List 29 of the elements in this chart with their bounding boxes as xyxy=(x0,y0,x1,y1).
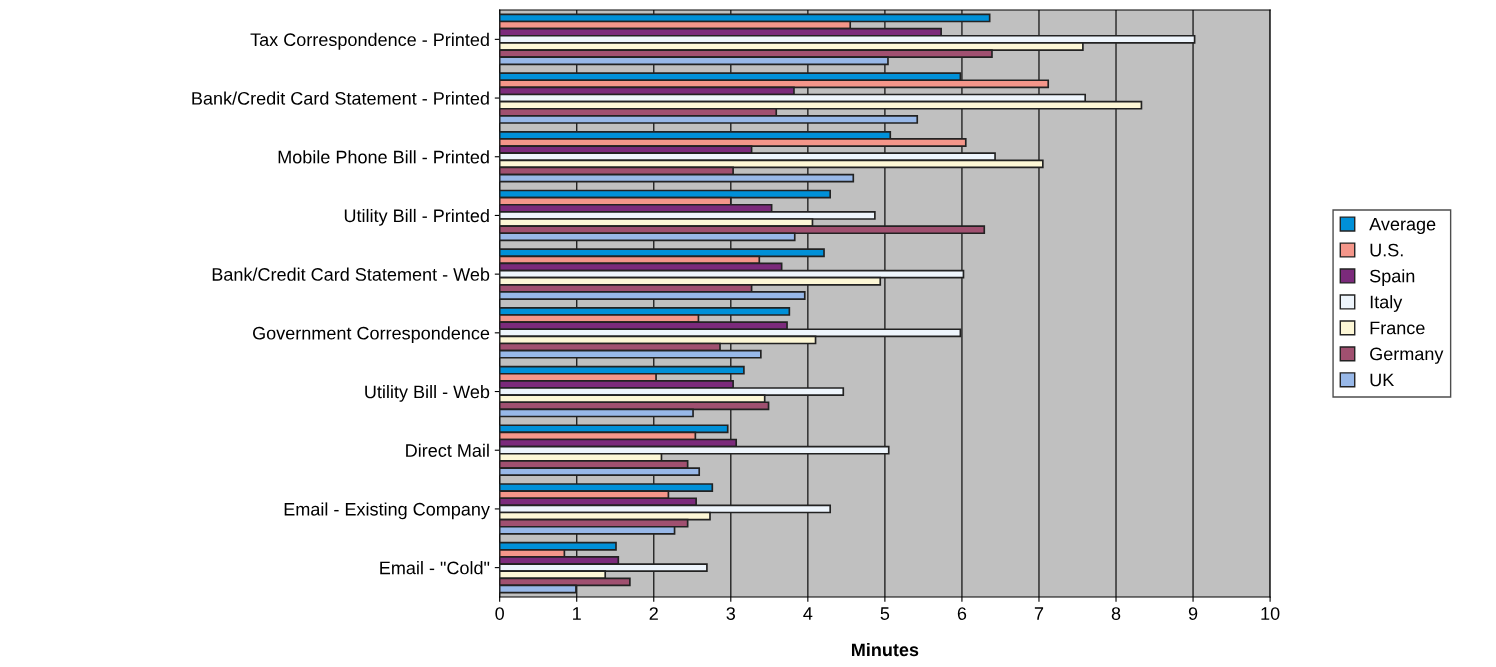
legend-label: UK xyxy=(1370,373,1395,387)
x-tick-label: 0 xyxy=(495,607,504,620)
legend-label: U.S. xyxy=(1370,243,1403,257)
y-tick-label: Bank/Credit Card Statement - Web xyxy=(212,267,490,281)
x-tick-label: 10 xyxy=(1261,607,1280,620)
y-tick-label: Bank/Credit Card Statement - Printed xyxy=(192,91,489,105)
y-tick-label: Government Correspondence xyxy=(253,326,490,344)
y-tick-label: Mobile Phone Bill - Printed xyxy=(278,150,489,164)
y-tick-label: Utility Bill - Web xyxy=(365,384,490,402)
x-tick-label: 1 xyxy=(573,607,581,620)
x-tick-label: 8 xyxy=(1111,607,1121,620)
x-tick-label: 4 xyxy=(803,607,813,620)
legend-label: Average xyxy=(1369,217,1436,235)
legend-label: Spain xyxy=(1369,269,1415,286)
y-tick-label: Direct Mail xyxy=(406,443,489,457)
y-tick-label: Email - "Cold" xyxy=(380,561,490,575)
y-tick-label: Email - Existing Company xyxy=(284,502,490,520)
legend-label: Germany xyxy=(1370,347,1444,364)
x-tick-label: 2 xyxy=(649,607,658,620)
y-tick-label: Utility Bill - Printed xyxy=(344,208,489,226)
x-tick-label: 6 xyxy=(957,607,967,620)
x-tick-label: 5 xyxy=(880,607,890,620)
y-tick-label: Tax Correspondence - Printed xyxy=(250,32,489,50)
legend-label: Italy xyxy=(1370,295,1403,312)
x-tick-label: 7 xyxy=(1034,607,1044,620)
x-tick-label: 9 xyxy=(1188,607,1198,620)
legend-label: France xyxy=(1370,321,1425,335)
x-axis-title: Minutes xyxy=(851,642,919,657)
x-tick-label: 3 xyxy=(726,607,736,620)
